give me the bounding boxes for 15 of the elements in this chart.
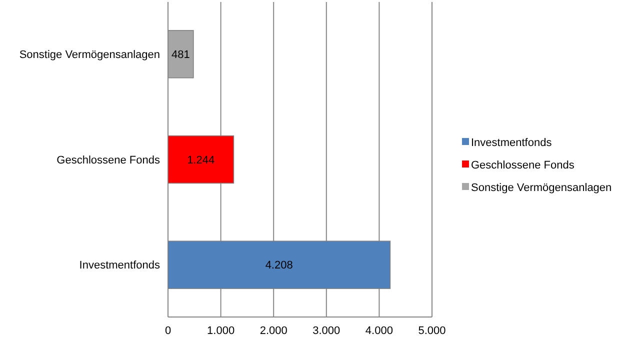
legend-label: Geschlossene Fonds — [471, 159, 575, 172]
data-label: 4.208 — [265, 260, 293, 272]
x-tick-label: 4.000 — [365, 325, 393, 337]
x-tick-label: 3.000 — [312, 325, 340, 337]
y-tick-label: Sonstige Vermögensanlagen — [19, 49, 160, 61]
legend-label: Sonstige Vermögensanlagen — [471, 182, 612, 194]
legend-label: Investmentfonds — [471, 136, 552, 149]
x-tick-label: 5.000 — [418, 325, 446, 337]
y-tick-label: Investmentfonds — [79, 260, 160, 272]
x-tick-label: 0 — [164, 325, 172, 337]
data-label: 1.244 — [187, 154, 215, 166]
y-tick-label: Geschlossene Fonds — [56, 154, 160, 166]
x-tick-label: 1.000 — [207, 325, 235, 337]
x-tick-label: 2.000 — [260, 325, 288, 337]
data-label: 481 — [172, 49, 190, 61]
